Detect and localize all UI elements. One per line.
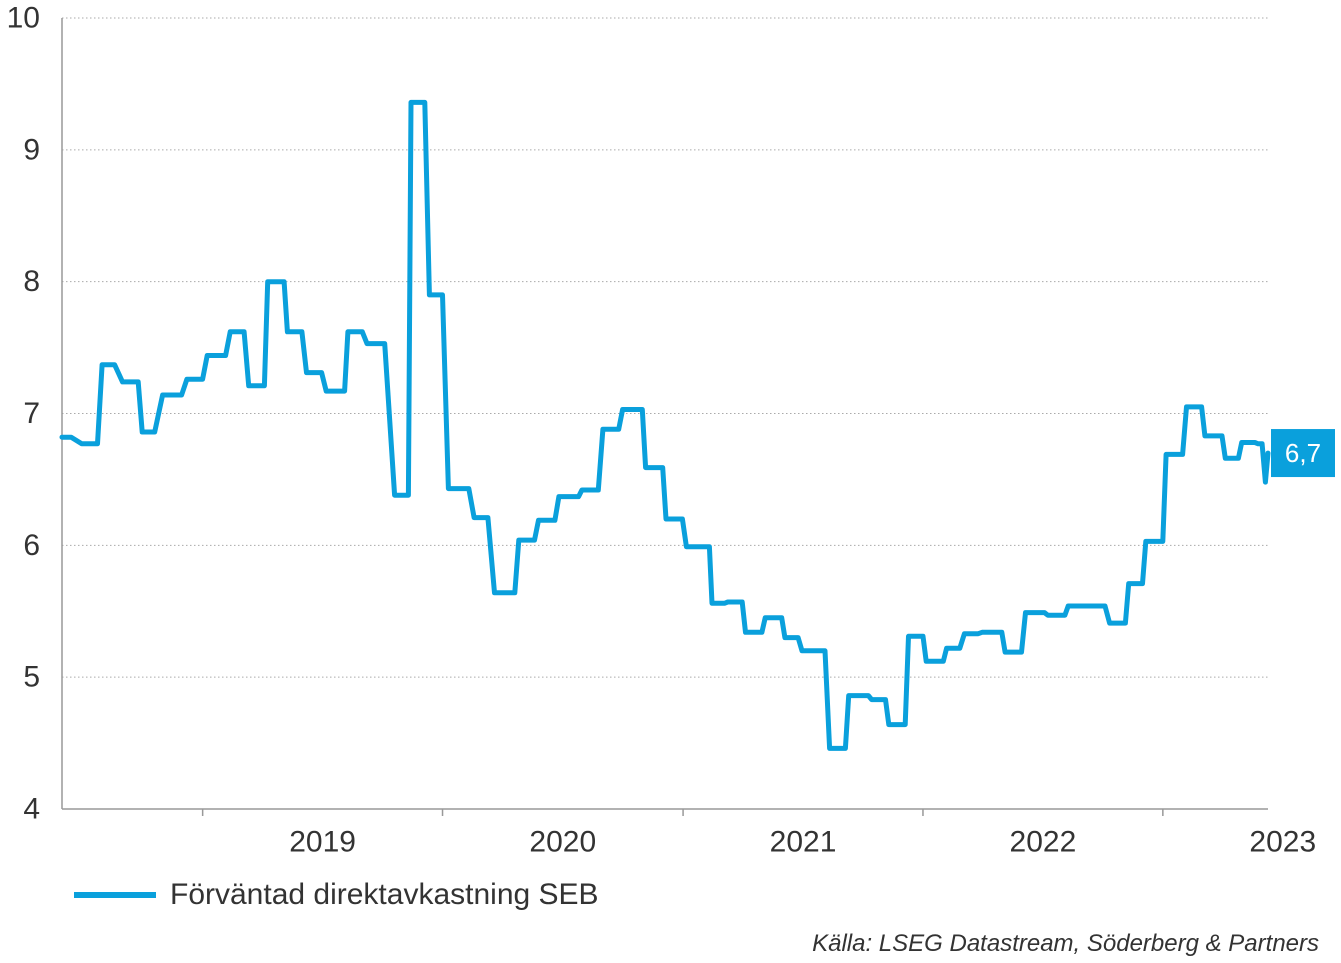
series-line (59, 99, 1271, 751)
end-value-label-box (1271, 429, 1335, 478)
legend-label: Förväntad direktavkastning SEB (170, 878, 599, 911)
y-axis-ticks: 4 5 6 7 8 9 10 (7, 2, 40, 826)
y-tick-label: 5 (23, 661, 40, 694)
y-tick-label: 8 (23, 265, 40, 298)
y-tick-label: 10 (7, 2, 40, 35)
x-axis-ticks: 2019 2020 2021 2022 2023 (201, 809, 1316, 859)
x-tick-label: 2019 (289, 826, 356, 859)
legend: Förväntad direktavkastning SEB (74, 878, 599, 912)
gridlines (62, 17, 1268, 678)
end-value-label-text: 6,7 (1285, 438, 1321, 468)
y-tick-label: 6 (23, 529, 40, 562)
x-tick-label: 2022 (1010, 826, 1077, 859)
legend-swatch (74, 892, 156, 898)
end-value-label: 6,7 (1271, 429, 1335, 478)
x-tick-label: 2023 (1249, 826, 1316, 859)
y-tick-label: 7 (23, 397, 40, 430)
y-tick-label: 4 (23, 793, 40, 826)
x-tick-label: 2021 (770, 826, 837, 859)
source-note: Källa: LSEG Datastream, Söderberg & Part… (812, 930, 1319, 957)
x-tick-label: 2020 (529, 826, 596, 859)
y-tick-label: 9 (23, 133, 40, 166)
